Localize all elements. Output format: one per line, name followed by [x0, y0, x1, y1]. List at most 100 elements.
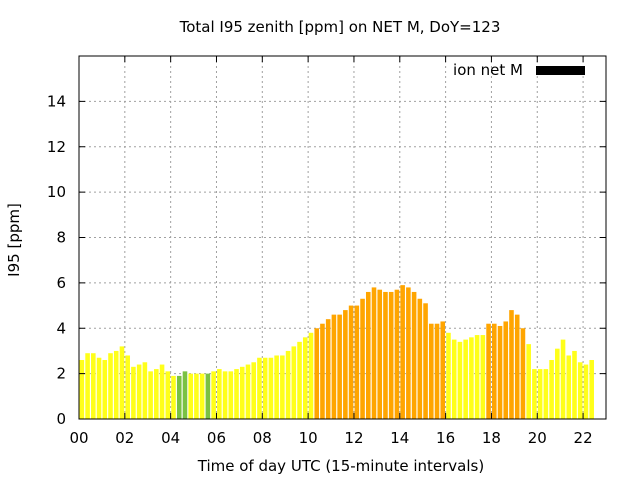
bar [136, 364, 142, 419]
bar [205, 373, 211, 419]
bar [417, 298, 423, 419]
bar [566, 355, 572, 419]
bar [199, 373, 205, 419]
x-tick-label: 06 [207, 429, 226, 447]
bar [406, 287, 411, 419]
bar [245, 364, 251, 419]
bar [377, 289, 383, 419]
bar [257, 357, 262, 419]
bar [394, 289, 400, 419]
bar [79, 360, 85, 419]
bar [549, 360, 554, 419]
bar [537, 369, 543, 419]
bar [108, 353, 113, 419]
bar [113, 350, 119, 419]
plot-frame [78, 55, 607, 420]
bar [331, 314, 337, 419]
bar [268, 357, 274, 419]
bar [211, 371, 216, 419]
y-tick-label: 0 [56, 410, 66, 428]
bar [91, 353, 96, 419]
x-tick-label: 08 [253, 429, 272, 447]
x-tick-label: 22 [574, 429, 593, 447]
bar [532, 369, 537, 419]
bar [302, 337, 308, 419]
legend-label: ion net M [453, 61, 523, 79]
bar [239, 366, 245, 419]
bar [572, 350, 577, 419]
bar [543, 369, 549, 419]
bar [85, 353, 90, 419]
bar [217, 369, 222, 419]
bar [423, 303, 428, 419]
y-tick-label: 14 [47, 92, 66, 110]
y-tick-label: 6 [56, 274, 66, 292]
y-tick-label: 10 [47, 183, 66, 201]
bar [434, 323, 440, 419]
bar [285, 350, 291, 419]
bar [457, 341, 463, 419]
bar [411, 291, 417, 419]
bar [176, 375, 182, 419]
x-tick-label: 10 [299, 429, 318, 447]
bar [514, 314, 520, 419]
bar [159, 364, 165, 419]
y-tick-label: 8 [56, 229, 66, 247]
legend-swatch [536, 66, 585, 75]
bar [474, 335, 480, 419]
bar [589, 360, 594, 419]
bar [560, 339, 566, 419]
x-tick-label: 14 [390, 429, 409, 447]
bar [480, 335, 486, 419]
bar [194, 373, 199, 419]
bar [577, 362, 583, 419]
bar [280, 355, 285, 419]
bar [251, 362, 257, 419]
x-tick-label: 20 [528, 429, 547, 447]
bar [365, 291, 371, 419]
bar [555, 348, 560, 419]
x-tick-label: 12 [344, 429, 363, 447]
bar [440, 321, 446, 419]
bar [400, 285, 405, 419]
bar [451, 339, 457, 419]
bar [102, 360, 108, 419]
bar [492, 323, 497, 419]
bar [228, 371, 234, 419]
x-tick-label: 00 [69, 429, 88, 447]
bar [262, 357, 268, 419]
bar [463, 339, 468, 419]
bar [148, 371, 153, 419]
bar [320, 323, 325, 419]
legend: ion net M [453, 61, 585, 79]
bar [526, 344, 531, 419]
x-tick-label: 18 [482, 429, 501, 447]
bar [354, 305, 360, 419]
bar [188, 373, 193, 419]
bar [360, 298, 365, 419]
bar [428, 323, 434, 419]
bar [583, 364, 589, 419]
bar [337, 314, 342, 419]
bar [154, 369, 159, 419]
bar [274, 355, 279, 419]
bar [297, 341, 302, 419]
bar [142, 362, 148, 419]
bar [343, 310, 348, 419]
y-tick-label: 4 [56, 319, 66, 337]
x-tick-label: 04 [161, 429, 180, 447]
bar [308, 332, 314, 419]
bar [291, 346, 297, 419]
bar [497, 325, 503, 419]
grid [79, 56, 606, 419]
y-tick-label: 2 [56, 365, 66, 383]
bar [503, 321, 509, 419]
bar [383, 291, 388, 419]
bar [182, 371, 188, 419]
x-axis-label: Time of day UTC (15-minute intervals) [197, 457, 484, 475]
bar [222, 371, 228, 419]
bar [125, 355, 130, 419]
chart-title: Total I95 zenith [ppm] on NET M, DoY=123 [179, 18, 501, 36]
bars [79, 285, 594, 419]
